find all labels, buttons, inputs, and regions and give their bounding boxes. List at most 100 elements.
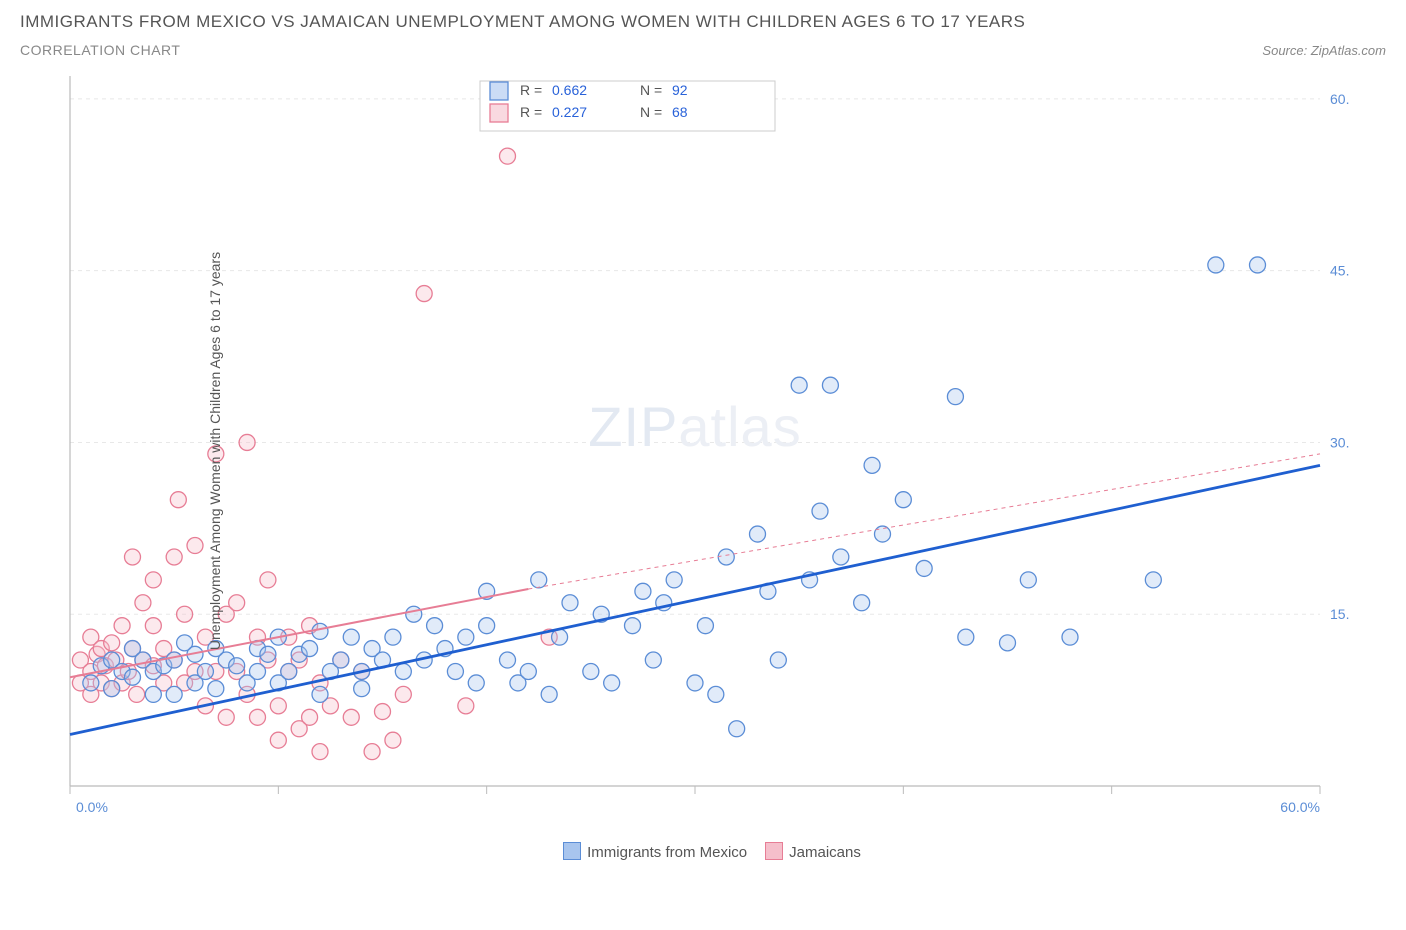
data-point: [129, 686, 145, 702]
data-point: [1145, 572, 1161, 588]
data-point: [500, 652, 516, 668]
legend-r-value: 0.227: [552, 104, 587, 120]
data-point: [864, 457, 880, 473]
data-point: [875, 526, 891, 542]
data-point: [177, 606, 193, 622]
data-point: [104, 635, 120, 651]
data-point: [729, 721, 745, 737]
legend-r-label: R =: [520, 104, 542, 120]
legend-swatch: [490, 104, 508, 122]
source-attribution: Source: ZipAtlas.com: [1262, 43, 1386, 58]
data-point: [166, 549, 182, 565]
data-point: [1208, 257, 1224, 273]
data-point: [645, 652, 661, 668]
data-point: [281, 663, 297, 679]
data-point: [364, 744, 380, 760]
legend-n-value: 68: [672, 104, 688, 120]
y-tick-label: 30.0%: [1330, 434, 1350, 450]
legend-r-label: R =: [520, 82, 542, 98]
data-point: [104, 681, 120, 697]
data-point: [406, 606, 422, 622]
data-point: [687, 675, 703, 691]
data-point: [666, 572, 682, 588]
data-point: [500, 148, 516, 164]
trend-line: [70, 465, 1320, 734]
chart-subtitle: CORRELATION CHART: [20, 42, 180, 58]
data-point: [229, 595, 245, 611]
series-legend: Immigrants from Mexico Jamaicans: [20, 842, 1386, 861]
data-point: [427, 618, 443, 634]
data-point: [166, 686, 182, 702]
data-point: [312, 686, 328, 702]
legend-n-label: N =: [640, 82, 662, 98]
data-point: [1062, 629, 1078, 645]
data-point: [197, 663, 213, 679]
data-point: [239, 434, 255, 450]
data-point: [135, 595, 151, 611]
data-point: [187, 538, 203, 554]
data-point: [270, 732, 286, 748]
data-point: [312, 623, 328, 639]
data-point: [270, 698, 286, 714]
data-point: [260, 572, 276, 588]
data-point: [260, 646, 276, 662]
legend-series-label: Immigrants from Mexico: [587, 844, 747, 861]
data-point: [1250, 257, 1266, 273]
subtitle-row: CORRELATION CHART Source: ZipAtlas.com: [20, 42, 1386, 58]
x-tick-label: 0.0%: [76, 799, 108, 815]
x-tick-label: 60.0%: [1280, 799, 1320, 815]
data-point: [114, 618, 130, 634]
data-point: [125, 549, 141, 565]
chart-title: IMMIGRANTS FROM MEXICO VS JAMAICAN UNEMP…: [20, 12, 1386, 32]
legend-series-label: Jamaicans: [789, 844, 861, 861]
data-point: [375, 704, 391, 720]
data-point: [479, 618, 495, 634]
data-point: [583, 663, 599, 679]
source-name: ZipAtlas.com: [1311, 43, 1386, 58]
data-point: [229, 658, 245, 674]
data-point: [812, 503, 828, 519]
data-point: [395, 663, 411, 679]
data-point: [833, 549, 849, 565]
data-point: [458, 629, 474, 645]
data-point: [333, 652, 349, 668]
data-point: [1000, 635, 1016, 651]
y-tick-label: 45.0%: [1330, 263, 1350, 279]
data-point: [708, 686, 724, 702]
data-point: [718, 549, 734, 565]
y-tick-label: 15.0%: [1330, 606, 1350, 622]
data-point: [458, 698, 474, 714]
data-point: [770, 652, 786, 668]
legend-n-label: N =: [640, 104, 662, 120]
data-point: [447, 663, 463, 679]
data-point: [385, 732, 401, 748]
data-point: [947, 389, 963, 405]
chart-container: Unemployment Among Women with Children A…: [20, 66, 1386, 836]
legend-swatch: [765, 842, 783, 860]
data-point: [604, 675, 620, 691]
data-point: [218, 709, 234, 725]
data-point: [343, 629, 359, 645]
data-point: [468, 675, 484, 691]
data-point: [697, 618, 713, 634]
y-tick-label: 60.0%: [1330, 91, 1350, 107]
legend-n-value: 92: [672, 82, 688, 98]
data-point: [791, 377, 807, 393]
data-point: [125, 669, 141, 685]
data-point: [343, 709, 359, 725]
data-point: [416, 286, 432, 302]
data-point: [385, 629, 401, 645]
data-point: [302, 709, 318, 725]
data-point: [854, 595, 870, 611]
data-point: [302, 641, 318, 657]
data-point: [395, 686, 411, 702]
data-point: [750, 526, 766, 542]
data-point: [895, 492, 911, 508]
data-point: [312, 744, 328, 760]
data-point: [354, 681, 370, 697]
data-point: [822, 377, 838, 393]
data-point: [170, 492, 186, 508]
data-point: [83, 675, 99, 691]
data-point: [145, 618, 161, 634]
legend-swatch: [563, 842, 581, 860]
